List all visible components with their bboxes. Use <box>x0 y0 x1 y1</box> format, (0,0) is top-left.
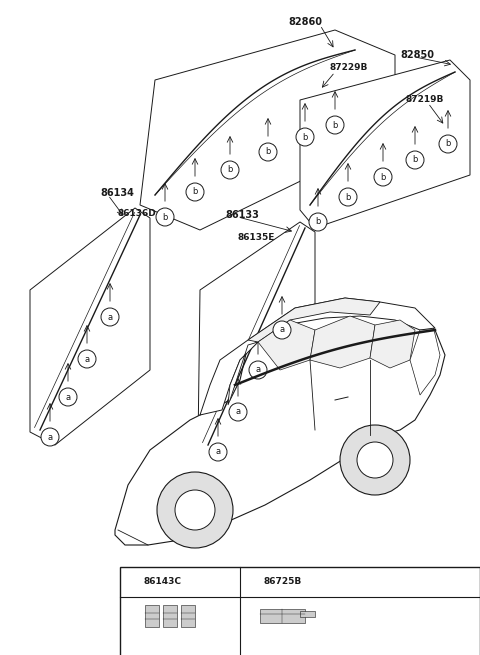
Text: b: b <box>332 121 338 130</box>
Circle shape <box>157 472 233 548</box>
Circle shape <box>406 151 424 169</box>
Circle shape <box>296 128 314 146</box>
Circle shape <box>439 135 457 153</box>
Polygon shape <box>300 60 470 228</box>
Circle shape <box>339 188 357 206</box>
Polygon shape <box>228 342 258 405</box>
Text: a: a <box>279 326 285 335</box>
Circle shape <box>374 168 392 186</box>
Text: b: b <box>228 166 233 174</box>
Circle shape <box>259 143 277 161</box>
Circle shape <box>78 350 96 368</box>
Circle shape <box>175 490 215 530</box>
Text: a: a <box>235 407 240 417</box>
Polygon shape <box>140 30 395 230</box>
Text: b: b <box>162 212 168 221</box>
Circle shape <box>59 388 77 406</box>
Text: b: b <box>302 132 308 141</box>
Circle shape <box>357 442 393 478</box>
Polygon shape <box>410 330 440 395</box>
Text: 87229B: 87229B <box>330 64 368 73</box>
Text: a: a <box>130 578 134 586</box>
Text: 86143C: 86143C <box>144 578 182 586</box>
Text: a: a <box>108 312 113 322</box>
Polygon shape <box>258 320 315 370</box>
Circle shape <box>326 116 344 134</box>
Text: a: a <box>216 447 221 457</box>
Polygon shape <box>200 298 435 415</box>
Bar <box>260 609 305 623</box>
Bar <box>300 611 315 617</box>
Text: b: b <box>315 217 321 227</box>
Circle shape <box>229 403 247 421</box>
Text: a: a <box>255 365 261 375</box>
Polygon shape <box>30 208 150 445</box>
Text: b: b <box>192 187 198 196</box>
Text: 86725B: 86725B <box>264 578 302 586</box>
Text: 87219B: 87219B <box>405 96 444 105</box>
Circle shape <box>209 443 227 461</box>
Polygon shape <box>248 298 380 342</box>
Text: b: b <box>345 193 351 202</box>
Circle shape <box>186 183 204 201</box>
Circle shape <box>101 308 119 326</box>
Polygon shape <box>115 300 445 545</box>
Circle shape <box>221 161 239 179</box>
Circle shape <box>156 208 174 226</box>
Bar <box>145 605 159 627</box>
Circle shape <box>340 425 410 495</box>
Text: 86136D: 86136D <box>118 208 157 217</box>
Text: b: b <box>445 140 451 149</box>
Polygon shape <box>370 320 415 368</box>
Circle shape <box>244 574 260 590</box>
Text: 82850: 82850 <box>400 50 434 60</box>
Circle shape <box>273 321 291 339</box>
Text: a: a <box>65 392 71 402</box>
Circle shape <box>309 213 327 231</box>
Polygon shape <box>310 316 375 368</box>
Bar <box>181 605 195 627</box>
Bar <box>163 605 177 627</box>
Text: b: b <box>380 172 386 181</box>
Text: b: b <box>249 578 255 586</box>
Text: 86134: 86134 <box>100 188 134 198</box>
Circle shape <box>124 574 140 590</box>
Polygon shape <box>198 222 315 460</box>
Text: 86133: 86133 <box>225 210 259 220</box>
Text: b: b <box>265 147 271 157</box>
Circle shape <box>41 428 59 446</box>
Text: 86135E: 86135E <box>238 233 276 242</box>
Text: 82860: 82860 <box>288 17 322 27</box>
Text: b: b <box>412 155 418 164</box>
Text: a: a <box>48 432 53 441</box>
Bar <box>120 567 480 655</box>
Text: a: a <box>84 354 90 364</box>
Circle shape <box>249 361 267 379</box>
